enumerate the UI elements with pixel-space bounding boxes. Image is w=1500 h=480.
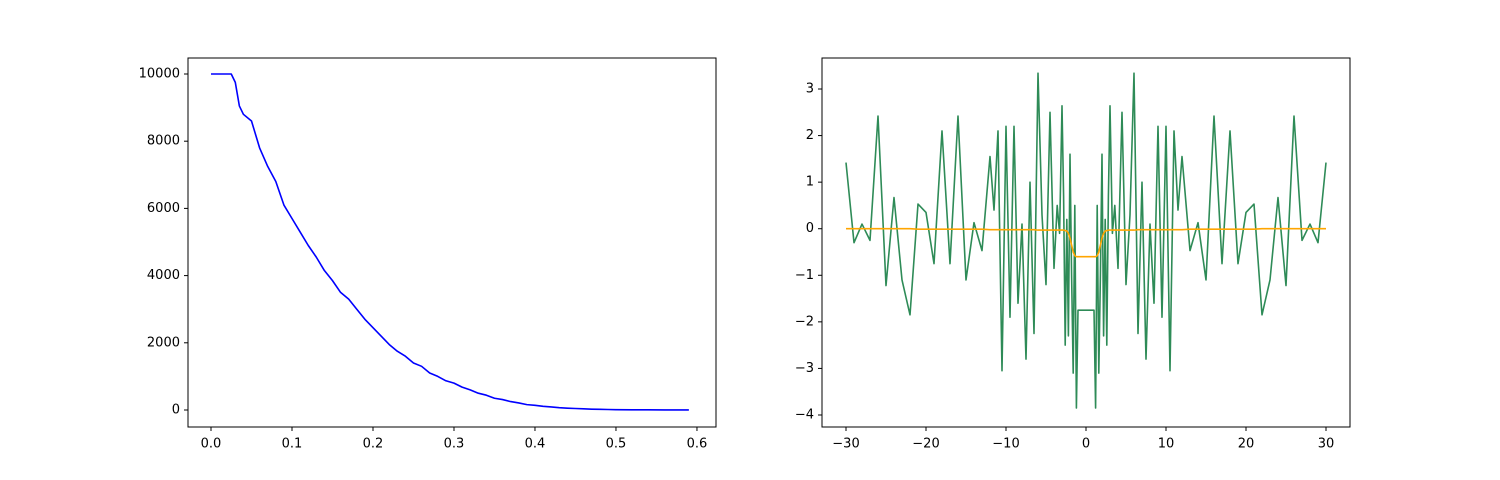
y-tick-label: 8000 [147, 134, 180, 149]
data-line [211, 73, 689, 411]
axes-frame [821, 57, 1351, 428]
x-tick-label: 0.1 [282, 437, 303, 452]
x-tick-label: 0.4 [525, 437, 546, 452]
y-tick-label: 1 [806, 175, 814, 190]
x-tick-label: 0 [1082, 437, 1090, 452]
x-tick-label: 20 [1238, 437, 1255, 452]
y-tick-label: −4 [795, 407, 814, 422]
x-tick-label: 0.2 [363, 437, 384, 452]
y-tick-label: 2 [806, 128, 814, 143]
data-line [846, 227, 1326, 258]
x-tick-label: 30 [1318, 437, 1335, 452]
axes-frame [187, 57, 717, 428]
x-tick-label: 10 [1158, 437, 1175, 452]
y-tick-label: −3 [795, 361, 814, 376]
y-tick-label: 0 [172, 402, 180, 417]
x-tick-label: 0.5 [606, 437, 627, 452]
y-tick-label: 6000 [147, 201, 180, 216]
y-tick-label: 4000 [147, 268, 180, 283]
subplot: 0.0 0.1 0.2 0.3 0.4 0.5 0.6 0 2000 4000 6000 8000 10… [139, 57, 717, 452]
y-tick-label: −1 [795, 268, 814, 283]
x-tick-label: −10 [992, 437, 1019, 452]
x-tick-label: 0.6 [687, 437, 708, 452]
x-tick-label: 0.3 [444, 437, 465, 452]
y-tick-label: 10000 [139, 66, 180, 81]
y-tick-label: −2 [795, 314, 814, 329]
data-line [845, 72, 1327, 409]
y-tick-label: 0 [806, 221, 814, 236]
x-tick-label: 0.0 [201, 437, 222, 452]
y-tick-label: 3 [806, 82, 814, 97]
y-tick-label: 2000 [147, 335, 180, 350]
x-tick-label: −30 [832, 437, 859, 452]
x-tick-label: −20 [912, 437, 939, 452]
